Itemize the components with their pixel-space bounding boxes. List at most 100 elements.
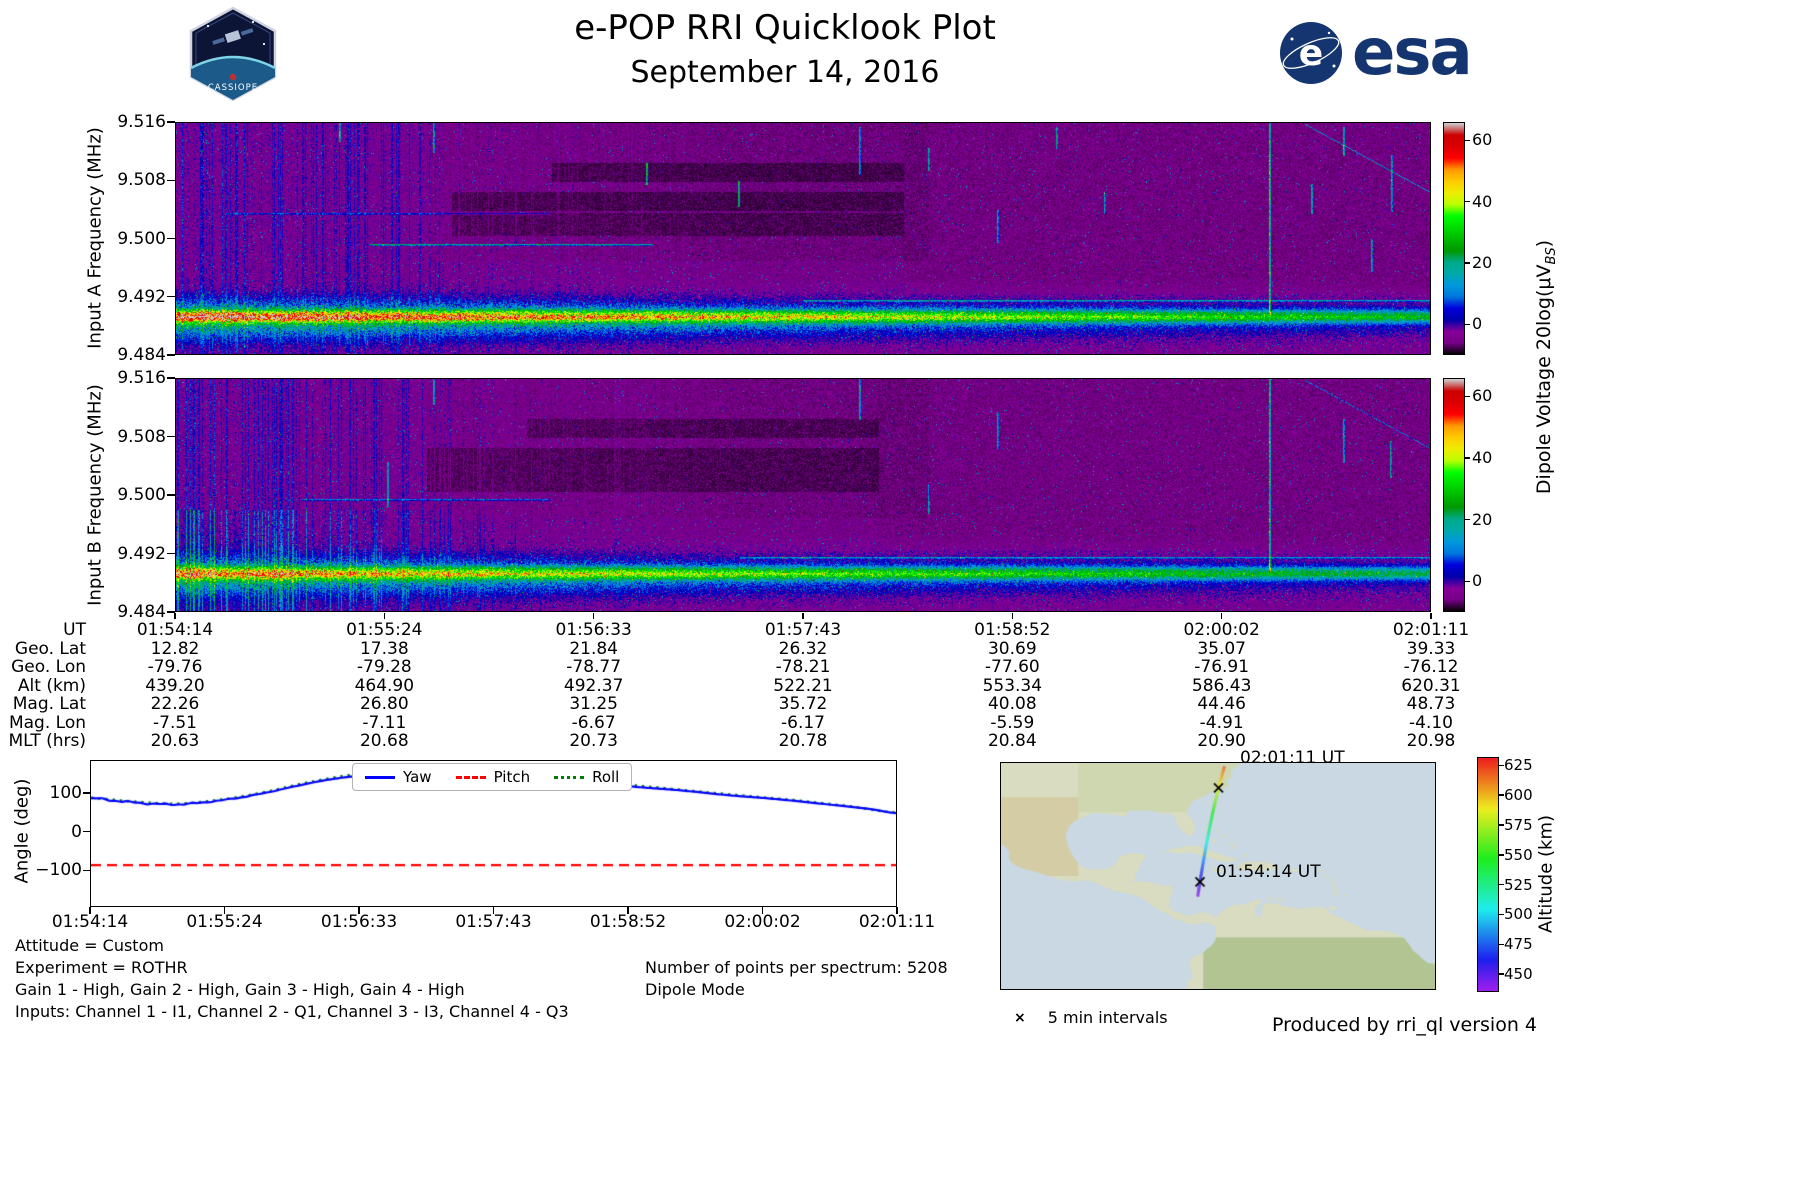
ephemeris-row-label: Alt (km) bbox=[17, 675, 86, 696]
points-per-spectrum: Number of points per spectrum: 5208 bbox=[645, 958, 948, 977]
attitude-info: Attitude = Custom bbox=[15, 936, 164, 955]
ephemeris-value: 35.07 bbox=[1197, 638, 1246, 659]
freq-tick-mark bbox=[167, 552, 175, 555]
ephemeris-row-label: Mag. Lon bbox=[8, 712, 86, 733]
ephemeris-value: 26.80 bbox=[359, 694, 409, 714]
ephemeris-value: 39.33 bbox=[1406, 638, 1456, 659]
ephemeris-value: -5.59 bbox=[990, 712, 1035, 733]
colorbar-label-text: Dipole Voltage 20log(μV bbox=[1533, 264, 1556, 495]
voltage-tick-mark bbox=[1465, 201, 1470, 203]
patch-center-mark bbox=[229, 73, 237, 81]
angle-xtick-mark bbox=[492, 907, 495, 914]
voltage-tick-label: 20 bbox=[1472, 253, 1493, 273]
ephemeris-value: 12.82 bbox=[150, 638, 200, 659]
angle-ytick-mark bbox=[83, 792, 90, 794]
ephemeris-value: 01:54:14 bbox=[136, 620, 214, 640]
freq-tick-mark bbox=[167, 179, 175, 181]
legend-label-yaw: Yaw bbox=[403, 768, 432, 786]
angle-ytick-label: 100 bbox=[49, 782, 82, 803]
legend-label-pitch: Pitch bbox=[493, 768, 531, 786]
angle-xtick-mark bbox=[358, 907, 360, 914]
ephemeris-value: 522.21 bbox=[773, 675, 833, 696]
freq-tick-label: 9.492 bbox=[117, 543, 166, 564]
roll-line-icon bbox=[554, 775, 585, 779]
altitude-tick-label: 525 bbox=[1504, 875, 1533, 894]
freq-tick-label: 9.516 bbox=[117, 368, 166, 388]
altitude-tick-label: 475 bbox=[1504, 935, 1533, 954]
angle-plot-legend: Yaw Pitch Roll bbox=[352, 763, 633, 791]
altitude-tick-label: 550 bbox=[1504, 845, 1533, 864]
ephemeris-value: 439.20 bbox=[145, 675, 205, 696]
angle-xtick-mark bbox=[627, 907, 629, 914]
altitude-tick-label: 450 bbox=[1504, 965, 1533, 984]
altitude-tick-mark bbox=[1499, 764, 1504, 767]
freq-tick-label: 9.484 bbox=[117, 345, 166, 365]
track-start-time-label: 01:54:14 UT bbox=[1216, 862, 1321, 882]
voltage-tick-mark bbox=[1465, 580, 1470, 582]
voltage-tick-label: 0 bbox=[1472, 571, 1483, 591]
altitude-tick-mark bbox=[1499, 854, 1504, 856]
altitude-tick-mark bbox=[1499, 943, 1504, 945]
altitude-tick-mark bbox=[1499, 824, 1504, 826]
altitude-tick-label: 600 bbox=[1504, 786, 1533, 805]
legend-item-roll: Roll bbox=[554, 768, 619, 786]
angle-xtick-mark bbox=[896, 907, 898, 914]
esa-emblem-icon: e bbox=[1280, 22, 1342, 84]
svg-text:e: e bbox=[1299, 33, 1323, 74]
ephemeris-value: -4.91 bbox=[1199, 712, 1244, 733]
ephemeris-value: 01:57:43 bbox=[764, 620, 842, 640]
voltage-tick-label: 40 bbox=[1472, 448, 1493, 468]
ephemeris-value: 01:56:33 bbox=[555, 620, 632, 640]
freq-tick-label: 9.492 bbox=[117, 286, 166, 307]
ephemeris-value: -79.76 bbox=[147, 657, 203, 677]
colorbar-label-subscript: BS bbox=[1543, 247, 1559, 265]
angle-ytick-mark bbox=[83, 869, 90, 871]
ephemeris-value: 02:00:02 bbox=[1183, 620, 1260, 640]
freq-tick-mark bbox=[167, 121, 175, 123]
ephemeris-value: 553.34 bbox=[982, 675, 1043, 696]
voltage-tick-mark bbox=[1465, 395, 1470, 398]
ephemeris-value: 20.98 bbox=[1406, 731, 1456, 751]
angle-xtick-label: 01:57:43 bbox=[455, 912, 532, 932]
esa-logo-text: esa bbox=[1352, 16, 1473, 90]
ephemeris-value: 20.68 bbox=[359, 731, 409, 751]
experiment-info: Experiment = ROTHR bbox=[15, 958, 188, 977]
ephemeris-value: 20.63 bbox=[150, 731, 200, 751]
legend-item-pitch: Pitch bbox=[455, 768, 531, 786]
colorbar-label-close: ) bbox=[1533, 239, 1556, 248]
ephemeris-value: 44.46 bbox=[1197, 694, 1246, 714]
freq-tick-label: 9.516 bbox=[117, 112, 166, 132]
ephemeris-row-label: Geo. Lon bbox=[11, 657, 86, 677]
dipole-voltage-colorbar-label: Dipole Voltage 20log(μVBS) bbox=[1533, 240, 1559, 494]
ground-track-map bbox=[1000, 762, 1436, 990]
angle-ytick-label: 0 bbox=[71, 821, 82, 842]
ephemeris-value: -76.12 bbox=[1403, 657, 1459, 677]
map-legend-text: 5 min intervals bbox=[1047, 1008, 1168, 1027]
ephemeris-value: 17.38 bbox=[359, 638, 409, 659]
ephemeris-value: 31.25 bbox=[569, 694, 618, 714]
ephemeris-value: -7.11 bbox=[362, 712, 407, 733]
angle-xtick-label: 02:01:11 bbox=[858, 912, 936, 932]
time-tick-mark bbox=[174, 613, 176, 619]
voltage-tick-mark bbox=[1465, 457, 1470, 459]
voltage-tick-mark bbox=[1465, 139, 1470, 142]
inputs-info: Inputs: Channel 1 - I1, Channel 2 - Q1, … bbox=[15, 1002, 569, 1021]
time-tick-mark bbox=[802, 613, 804, 619]
angle-ytick-mark bbox=[83, 830, 90, 833]
altitude-tick-label: 575 bbox=[1504, 815, 1533, 834]
voltage-tick-label: 20 bbox=[1472, 509, 1493, 529]
freq-tick-mark bbox=[167, 354, 175, 356]
ephemeris-row-label: UT bbox=[63, 620, 86, 640]
time-tick-mark bbox=[1220, 613, 1223, 619]
page-title: e-POP RRI Quicklook Plot bbox=[574, 8, 996, 48]
ephemeris-value: 20.73 bbox=[569, 731, 618, 751]
track-end-time-label: 02:01:11 UT bbox=[1240, 748, 1345, 768]
patch-mission-name: CASSIOPE bbox=[208, 83, 258, 93]
voltage-tick-label: 0 bbox=[1472, 314, 1483, 334]
x-marker-icon: × bbox=[1014, 1009, 1026, 1026]
freq-tick-mark bbox=[167, 611, 175, 613]
ephemeris-row-label: MLT (hrs) bbox=[8, 731, 86, 751]
freq-tick-label: 9.484 bbox=[117, 602, 166, 622]
ephemeris-value: -79.28 bbox=[356, 657, 412, 677]
